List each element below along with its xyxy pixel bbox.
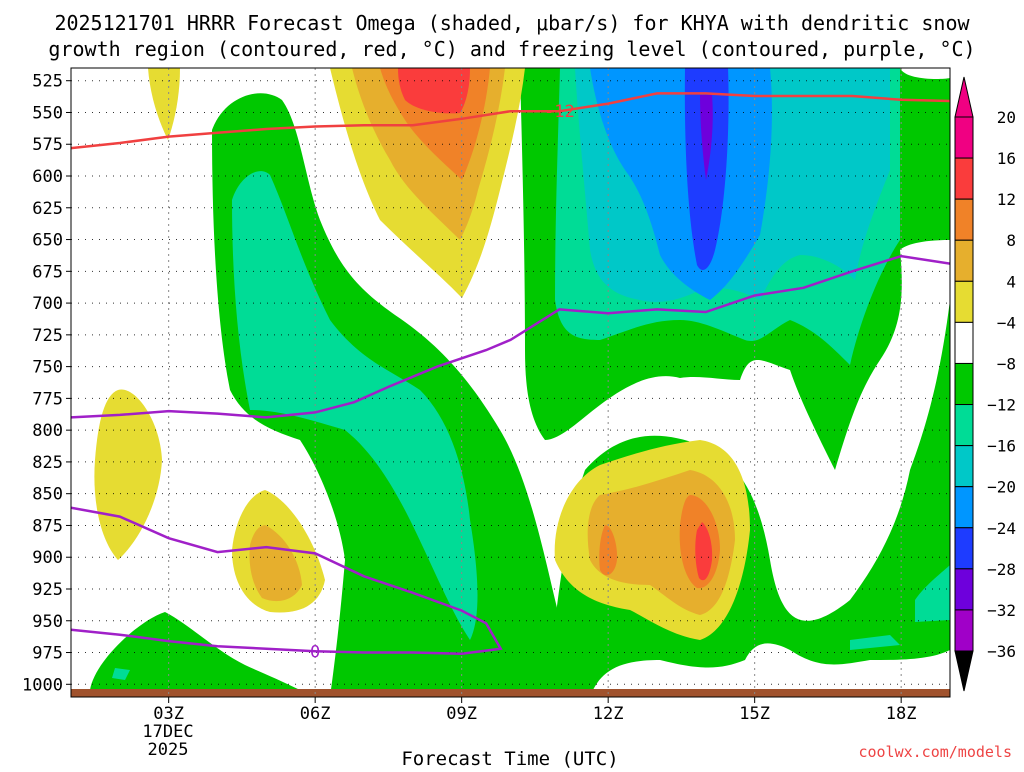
y-tick-label: 975	[32, 644, 63, 664]
colorbar-swatch	[954, 445, 974, 488]
y-tick-label: 800	[32, 421, 63, 441]
omega-red-upper	[398, 68, 470, 114]
y-tick-label: 525	[32, 72, 63, 92]
colorbar-swatch	[954, 321, 974, 364]
y-tick-label: 750	[32, 358, 63, 378]
colorbar-tick-label: −8	[997, 354, 1016, 373]
x-tick-label: 12Z	[593, 704, 624, 724]
omega-teal-bottom-right	[915, 565, 950, 622]
colorbar-tick-label: 12	[997, 190, 1016, 209]
colorbar-tick-label: −4	[997, 313, 1016, 332]
plot-frame	[70, 67, 951, 698]
ground-strip	[71, 689, 950, 697]
x-tick-label: 03Z	[153, 704, 184, 724]
contour-label: 0	[310, 642, 320, 662]
y-tick-label: 850	[32, 485, 63, 505]
colorbar: 20 16 12 8 4 −4 −8 −12 −16 −20 −24 −28 −32 −36	[954, 76, 1016, 692]
y-tick-label: 1000	[22, 675, 63, 695]
colorbar-tick-label: 20	[997, 108, 1016, 127]
y-tick-label: 950	[32, 612, 63, 632]
colorbar-tick-label: 16	[997, 149, 1016, 168]
y-tick-label: 825	[32, 453, 63, 473]
x-axis-title: Forecast Time (UTC)	[401, 748, 618, 768]
x-axis: 03Z 06Z 09Z 12Z 15Z 18Z	[153, 697, 917, 724]
colorbar-swatch	[954, 486, 974, 529]
x-tick-label: 09Z	[446, 704, 477, 724]
chart-title-line2: growth region (contoured, red, °C) and f…	[48, 37, 975, 61]
omega-yellow-westlobe	[94, 389, 162, 560]
omega-red-lower	[695, 522, 713, 581]
contour-line	[71, 506, 503, 656]
colorbar-swatch	[954, 404, 974, 447]
colorbar-swatch	[954, 527, 974, 570]
y-tick-label: 725	[32, 326, 63, 346]
colorbar-swatch	[954, 568, 974, 611]
colorbar-swatch	[954, 116, 974, 159]
colorbar-tick-label: 4	[1006, 272, 1016, 291]
plot-area: -12 0	[71, 68, 950, 697]
colorbar-tick-label: −16	[987, 437, 1016, 456]
colorbar-swatch	[954, 157, 974, 200]
y-tick-label: 600	[32, 167, 63, 187]
omega-orange-small	[249, 525, 302, 602]
omega-teal-diagonal	[232, 171, 478, 640]
contour-line	[71, 254, 950, 419]
date-label-year: 2025	[148, 740, 189, 760]
y-tick-label: 775	[32, 389, 63, 409]
colorbar-over-arrow	[954, 76, 974, 118]
colorbar-tick-label: −20	[987, 478, 1016, 497]
omega-dorange-lower-a	[599, 525, 618, 576]
y-tick-label: 575	[32, 135, 63, 155]
colorbar-tick-label: −28	[987, 560, 1016, 579]
y-tick-label: 675	[32, 262, 63, 282]
omega-green-bottom-left	[90, 612, 300, 697]
colorbar-tick-label: −36	[987, 642, 1016, 661]
colorbar-swatch	[954, 239, 974, 282]
omega-yellow-topleft	[148, 68, 180, 140]
chart-title-line1: 2025121701 HRRR Forecast Omega (shaded, …	[54, 11, 970, 35]
x-tick-label: 06Z	[300, 704, 331, 724]
omega-violet-core	[700, 95, 713, 180]
colorbar-swatch	[954, 198, 974, 241]
y-tick-label: 650	[32, 231, 63, 251]
contour-label: -12	[544, 102, 575, 122]
y-tick-label: 700	[32, 294, 63, 314]
credit-label: coolwx.com/models	[858, 743, 1012, 761]
omega-shading	[71, 68, 950, 697]
omega-teal-small-left	[112, 668, 130, 680]
y-tick-label: 900	[32, 548, 63, 568]
colorbar-swatch	[954, 609, 974, 652]
colorbar-tick-label: −12	[987, 396, 1016, 415]
colorbar-swatch	[954, 362, 974, 406]
colorbar-tick-label: −24	[987, 519, 1016, 538]
contour-line	[71, 92, 950, 150]
y-tick-label: 925	[32, 580, 63, 600]
y-tick-label: 875	[32, 516, 63, 536]
colorbar-tick-label: 8	[1006, 231, 1016, 250]
omega-teal-bottom	[850, 635, 900, 650]
y-tick-label: 550	[32, 103, 63, 123]
y-axis: 525 550 575 600 625 650 675 700 725 750 775 800 825 8…	[22, 72, 71, 695]
colorbar-swatch	[954, 280, 974, 323]
y-tick-label: 625	[32, 199, 63, 219]
x-tick-label: 18Z	[886, 704, 917, 724]
colorbar-tick-label: −32	[987, 601, 1016, 620]
date-label-day: 17DEC	[142, 722, 193, 742]
x-tick-label: 15Z	[739, 704, 770, 724]
contour-lines: -12 0	[71, 92, 950, 662]
colorbar-under-arrow	[954, 650, 974, 692]
